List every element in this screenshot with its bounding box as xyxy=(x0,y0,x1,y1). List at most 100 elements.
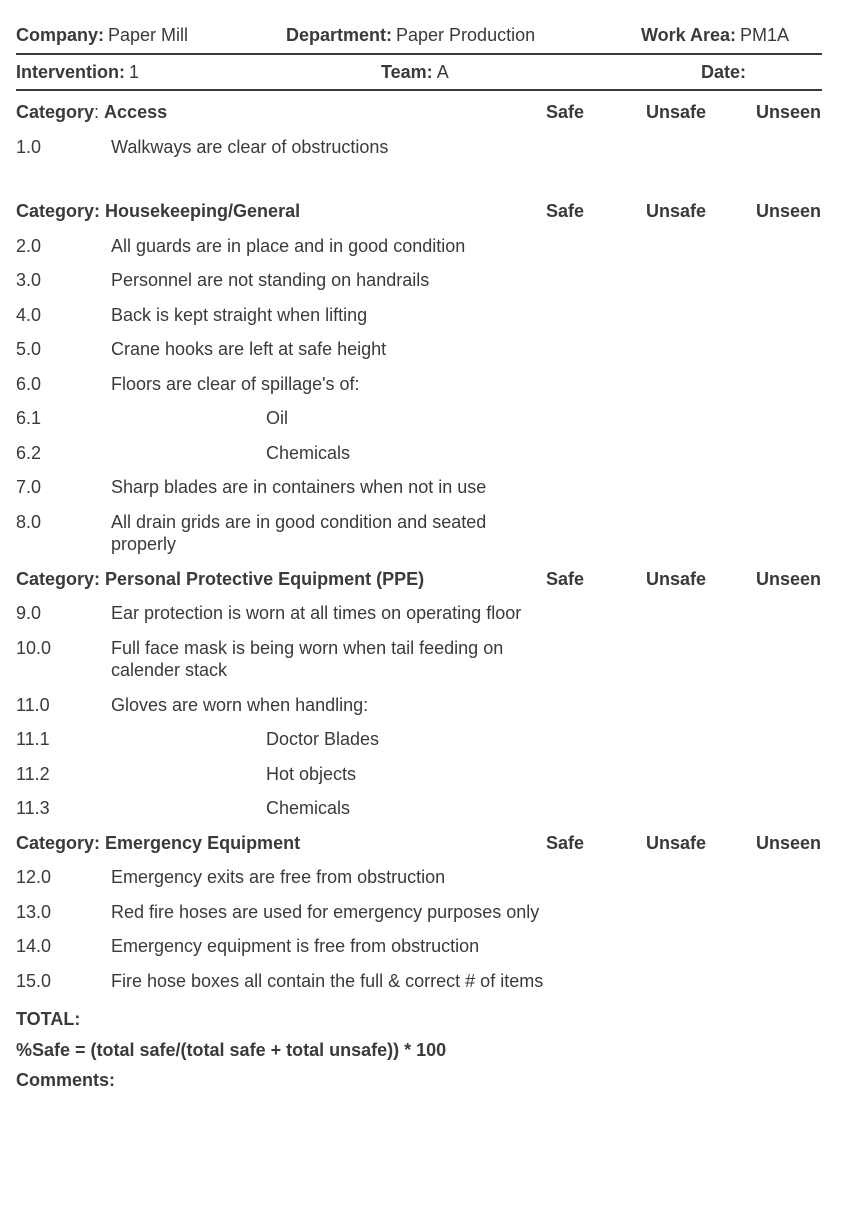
item-check-cell[interactable] xyxy=(756,367,822,402)
column-head-unsafe: Unsafe xyxy=(646,194,756,229)
checklist-body: Category: AccessSafeUnsafeUnseen1.0Walkw… xyxy=(16,91,822,998)
item-check-cell[interactable] xyxy=(646,596,756,631)
intervention-label: Intervention: xyxy=(16,61,125,84)
item-check-cell[interactable] xyxy=(756,263,822,298)
item-check-cell[interactable] xyxy=(646,436,756,471)
item-number: 11.2 xyxy=(16,757,111,792)
company-cell: Company: Paper Mill xyxy=(16,24,286,47)
item-check-cell[interactable] xyxy=(646,130,756,165)
item-check-cell[interactable] xyxy=(546,722,646,757)
item-description: Sharp blades are in containers when not … xyxy=(111,470,546,505)
item-check-cell[interactable] xyxy=(646,929,756,964)
item-check-cell[interactable] xyxy=(756,895,822,930)
category-header: Category: Personal Protective Equipment … xyxy=(16,562,546,597)
item-check-cell[interactable] xyxy=(756,401,822,436)
item-check-cell[interactable] xyxy=(756,470,822,505)
item-description: Full face mask is being worn when tail f… xyxy=(111,631,546,688)
workarea-cell: Work Area: PM1A xyxy=(641,24,822,47)
item-check-cell[interactable] xyxy=(546,929,646,964)
item-check-cell[interactable] xyxy=(756,757,822,792)
item-check-cell[interactable] xyxy=(756,964,822,999)
item-check-cell[interactable] xyxy=(546,757,646,792)
item-check-cell[interactable] xyxy=(546,596,646,631)
item-check-cell[interactable] xyxy=(646,688,756,723)
category-name: Access xyxy=(104,102,167,122)
item-number: 6.2 xyxy=(16,436,111,471)
item-number: 11.0 xyxy=(16,688,111,723)
item-check-cell[interactable] xyxy=(646,332,756,367)
item-check-cell[interactable] xyxy=(756,688,822,723)
item-description: Oil xyxy=(111,401,546,436)
item-description: Gloves are worn when handling: xyxy=(111,688,546,723)
item-check-cell[interactable] xyxy=(646,631,756,688)
item-check-cell[interactable] xyxy=(756,436,822,471)
item-check-cell[interactable] xyxy=(546,860,646,895)
item-check-cell[interactable] xyxy=(646,470,756,505)
item-number: 13.0 xyxy=(16,895,111,930)
item-check-cell[interactable] xyxy=(546,505,646,562)
team-cell: Team: A xyxy=(381,61,701,84)
item-description: Doctor Blades xyxy=(111,722,546,757)
item-check-cell[interactable] xyxy=(646,964,756,999)
item-description: Red fire hoses are used for emergency pu… xyxy=(111,895,546,930)
category-label: Category: xyxy=(16,201,105,221)
item-check-cell[interactable] xyxy=(756,130,822,165)
category-label: Category xyxy=(16,102,94,122)
item-check-cell[interactable] xyxy=(756,596,822,631)
item-check-cell[interactable] xyxy=(546,298,646,333)
item-description: Fire hose boxes all contain the full & c… xyxy=(111,964,546,999)
item-check-cell[interactable] xyxy=(756,929,822,964)
item-check-cell[interactable] xyxy=(756,229,822,264)
checklist-page: Company: Paper Mill Department: Paper Pr… xyxy=(0,0,850,1124)
column-head-safe: Safe xyxy=(546,95,646,130)
intervention-cell: Intervention: 1 xyxy=(16,61,381,84)
item-check-cell[interactable] xyxy=(756,722,822,757)
item-check-cell[interactable] xyxy=(546,367,646,402)
item-check-cell[interactable] xyxy=(646,298,756,333)
item-check-cell[interactable] xyxy=(546,895,646,930)
item-check-cell[interactable] xyxy=(756,631,822,688)
item-check-cell[interactable] xyxy=(646,791,756,826)
item-check-cell[interactable] xyxy=(646,757,756,792)
column-head-unseen: Unseen xyxy=(756,826,822,861)
item-description: Walkways are clear of obstructions xyxy=(111,130,546,165)
item-check-cell[interactable] xyxy=(646,895,756,930)
category-label: Category: xyxy=(16,569,105,589)
item-check-cell[interactable] xyxy=(546,791,646,826)
category-header: Category: Emergency Equipment xyxy=(16,826,546,861)
item-check-cell[interactable] xyxy=(546,470,646,505)
item-check-cell[interactable] xyxy=(756,791,822,826)
item-check-cell[interactable] xyxy=(646,860,756,895)
item-check-cell[interactable] xyxy=(546,964,646,999)
item-check-cell[interactable] xyxy=(546,332,646,367)
item-check-cell[interactable] xyxy=(546,436,646,471)
item-check-cell[interactable] xyxy=(646,505,756,562)
item-number: 6.0 xyxy=(16,367,111,402)
category-colon: : xyxy=(94,102,104,122)
item-check-cell[interactable] xyxy=(546,263,646,298)
item-check-cell[interactable] xyxy=(546,229,646,264)
date-label: Date: xyxy=(701,61,746,84)
item-check-cell[interactable] xyxy=(756,332,822,367)
item-check-cell[interactable] xyxy=(546,688,646,723)
item-number: 11.1 xyxy=(16,722,111,757)
item-check-cell[interactable] xyxy=(546,401,646,436)
column-head-unseen: Unseen xyxy=(756,562,822,597)
item-check-cell[interactable] xyxy=(646,401,756,436)
item-check-cell[interactable] xyxy=(756,298,822,333)
item-check-cell[interactable] xyxy=(646,722,756,757)
item-check-cell[interactable] xyxy=(546,631,646,688)
item-check-cell[interactable] xyxy=(646,367,756,402)
section-gap xyxy=(16,164,822,194)
column-head-unseen: Unseen xyxy=(756,194,822,229)
item-check-cell[interactable] xyxy=(646,263,756,298)
category-header: Category: Access xyxy=(16,95,546,130)
item-description: Back is kept straight when lifting xyxy=(111,298,546,333)
item-number: 12.0 xyxy=(16,860,111,895)
workarea-label: Work Area: xyxy=(641,24,736,47)
item-check-cell[interactable] xyxy=(756,860,822,895)
column-head-unseen: Unseen xyxy=(756,95,822,130)
item-check-cell[interactable] xyxy=(756,505,822,562)
item-check-cell[interactable] xyxy=(546,130,646,165)
item-check-cell[interactable] xyxy=(646,229,756,264)
